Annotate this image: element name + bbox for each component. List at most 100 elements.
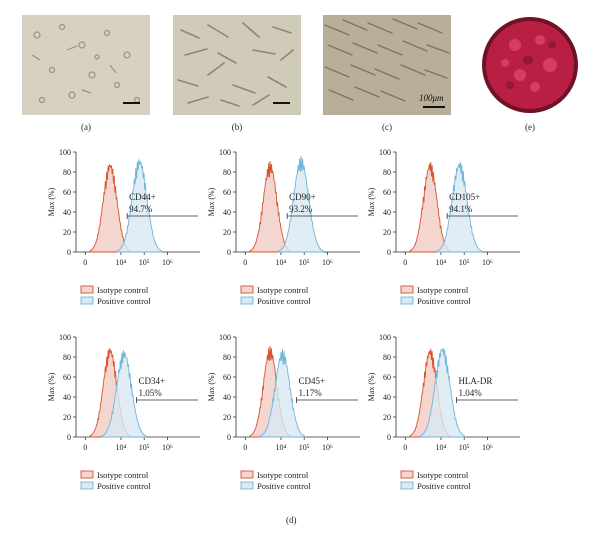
legend-positive-swatch — [240, 296, 254, 305]
label-a: (a) — [81, 122, 91, 132]
cell-culture-confluent-image: 100μm — [323, 15, 451, 115]
x-tick-label: 10⁵ — [139, 258, 150, 267]
y-tick-label: 0 — [67, 248, 71, 257]
y-tick-label: 0 — [227, 248, 231, 257]
y-tick-label: 100 — [219, 333, 231, 342]
y-tick-label: 80 — [383, 168, 391, 177]
marker-label: CD34+ — [138, 376, 165, 386]
legend-positive-label: Positive control — [97, 296, 151, 306]
positive-histogram — [436, 161, 483, 253]
y-tick-label: 80 — [223, 168, 231, 177]
y-tick-label: 80 — [63, 168, 71, 177]
legend-isotype-swatch — [400, 285, 414, 294]
positive-histogram — [419, 347, 466, 438]
legend-positive-label: Positive control — [257, 296, 311, 306]
y-tick-label: 40 — [63, 393, 71, 402]
x-tick-label: 10⁵ — [299, 258, 310, 267]
legend-isotype-label: Isotype control — [97, 285, 149, 295]
positive-histogram — [278, 155, 324, 253]
x-tick-label: 10⁵ — [459, 258, 470, 267]
histogram-cd45: 0 20 40 60 80 100 Max (%) 0 10⁴ 10⁵ 10⁶ CD45+ 1.17% I… — [207, 333, 360, 491]
y-tick-label: 0 — [227, 433, 231, 442]
x-tick-label: 10⁵ — [139, 443, 150, 452]
y-tick-label: 20 — [223, 413, 231, 422]
photo-e — [480, 15, 580, 115]
marker-label: CD44+ — [129, 192, 156, 202]
y-tick-label: 60 — [383, 188, 391, 197]
y-tick-label: 80 — [63, 353, 71, 362]
histogram-cd105: 0 20 40 60 80 100 Max (%) 0 10⁴ 10⁵ 10⁶ CD105+ 94.1%… — [367, 148, 520, 306]
x-tick-label: 10⁶ — [482, 258, 493, 267]
marker-label: HLA-DR — [458, 376, 492, 386]
legend-positive-label: Positive control — [417, 296, 471, 306]
y-tick-label: 20 — [63, 413, 71, 422]
y-tick-label: 100 — [379, 333, 391, 342]
label-b: (b) — [231, 122, 243, 132]
x-tick-label: 10⁶ — [322, 258, 333, 267]
histogram-hla-dr: 0 20 40 60 80 100 Max (%) 0 10⁴ 10⁵ 10⁶ HLA-DR 1.04%… — [367, 333, 520, 491]
x-tick-label: 10⁴ — [276, 443, 287, 452]
legend-positive-swatch — [240, 481, 254, 490]
marker-label: CD90+ — [289, 192, 316, 202]
y-tick-label: 20 — [383, 413, 391, 422]
x-tick-label: 10⁴ — [116, 258, 127, 267]
alizarin-stained-dish-image — [482, 17, 578, 113]
legend-isotype-label: Isotype control — [97, 470, 149, 480]
percent-label: 94.1% — [449, 204, 473, 214]
legend-isotype-label: Isotype control — [257, 285, 309, 295]
x-tick-label: 0 — [83, 443, 87, 452]
y-tick-label: 80 — [223, 353, 231, 362]
y-tick-label: 40 — [223, 393, 231, 402]
label-c: (c) — [382, 122, 392, 132]
y-axis-label: Max (%) — [367, 187, 376, 216]
legend-positive-swatch — [400, 296, 414, 305]
y-tick-label: 0 — [387, 248, 391, 257]
legend-positive-label: Positive control — [417, 481, 471, 491]
legend-isotype-swatch — [240, 285, 254, 294]
legend-isotype-swatch — [80, 285, 94, 294]
y-tick-label: 60 — [383, 373, 391, 382]
positive-histogram — [116, 159, 163, 253]
y-tick-label: 100 — [59, 333, 71, 342]
y-tick-label: 20 — [63, 228, 71, 237]
percent-label: 1.17% — [298, 388, 322, 398]
percent-label: 93.2% — [289, 204, 313, 214]
photo-a — [22, 15, 150, 115]
legend-positive-swatch — [80, 481, 94, 490]
y-tick-label: 20 — [223, 228, 231, 237]
percent-label: 1.04% — [458, 388, 482, 398]
marker-label: CD105+ — [449, 192, 480, 202]
legend-isotype-label: Isotype control — [257, 470, 309, 480]
percent-label: 94.7% — [129, 204, 153, 214]
label-d: (d) — [286, 515, 297, 525]
y-tick-label: 40 — [383, 393, 391, 402]
isotype-histogram — [89, 164, 132, 253]
legend-isotype-swatch — [400, 470, 414, 479]
y-tick-label: 80 — [383, 353, 391, 362]
y-tick-label: 40 — [383, 208, 391, 217]
histogram-cd44: 0 20 40 60 80 100 Max (%) 0 10⁴ 10⁵ 10⁶ CD44+ 94.7% I… — [47, 148, 200, 306]
x-tick-label: 10⁴ — [436, 258, 447, 267]
isotype-histogram — [409, 162, 452, 253]
y-tick-label: 100 — [379, 148, 391, 157]
x-tick-label: 10⁶ — [162, 443, 173, 452]
x-tick-label: 10⁶ — [482, 443, 493, 452]
x-tick-label: 10⁴ — [436, 443, 447, 452]
x-tick-label: 10⁵ — [299, 443, 310, 452]
percent-label: 1.05% — [138, 388, 162, 398]
y-tick-label: 0 — [387, 433, 391, 442]
legend-positive-swatch — [400, 481, 414, 490]
legend-isotype-label: Isotype control — [417, 470, 469, 480]
x-tick-label: 0 — [403, 443, 407, 452]
legend-positive-swatch — [80, 296, 94, 305]
y-tick-label: 60 — [223, 373, 231, 382]
label-e: (e) — [525, 122, 535, 132]
y-tick-label: 20 — [383, 228, 391, 237]
isotype-histogram — [249, 161, 292, 253]
legend-isotype-swatch — [240, 470, 254, 479]
y-axis-label: Max (%) — [367, 372, 376, 401]
x-tick-label: 10⁶ — [322, 443, 333, 452]
legend-isotype-label: Isotype control — [417, 285, 469, 295]
cell-culture-sparse-image — [22, 15, 150, 115]
x-tick-label: 0 — [83, 258, 87, 267]
